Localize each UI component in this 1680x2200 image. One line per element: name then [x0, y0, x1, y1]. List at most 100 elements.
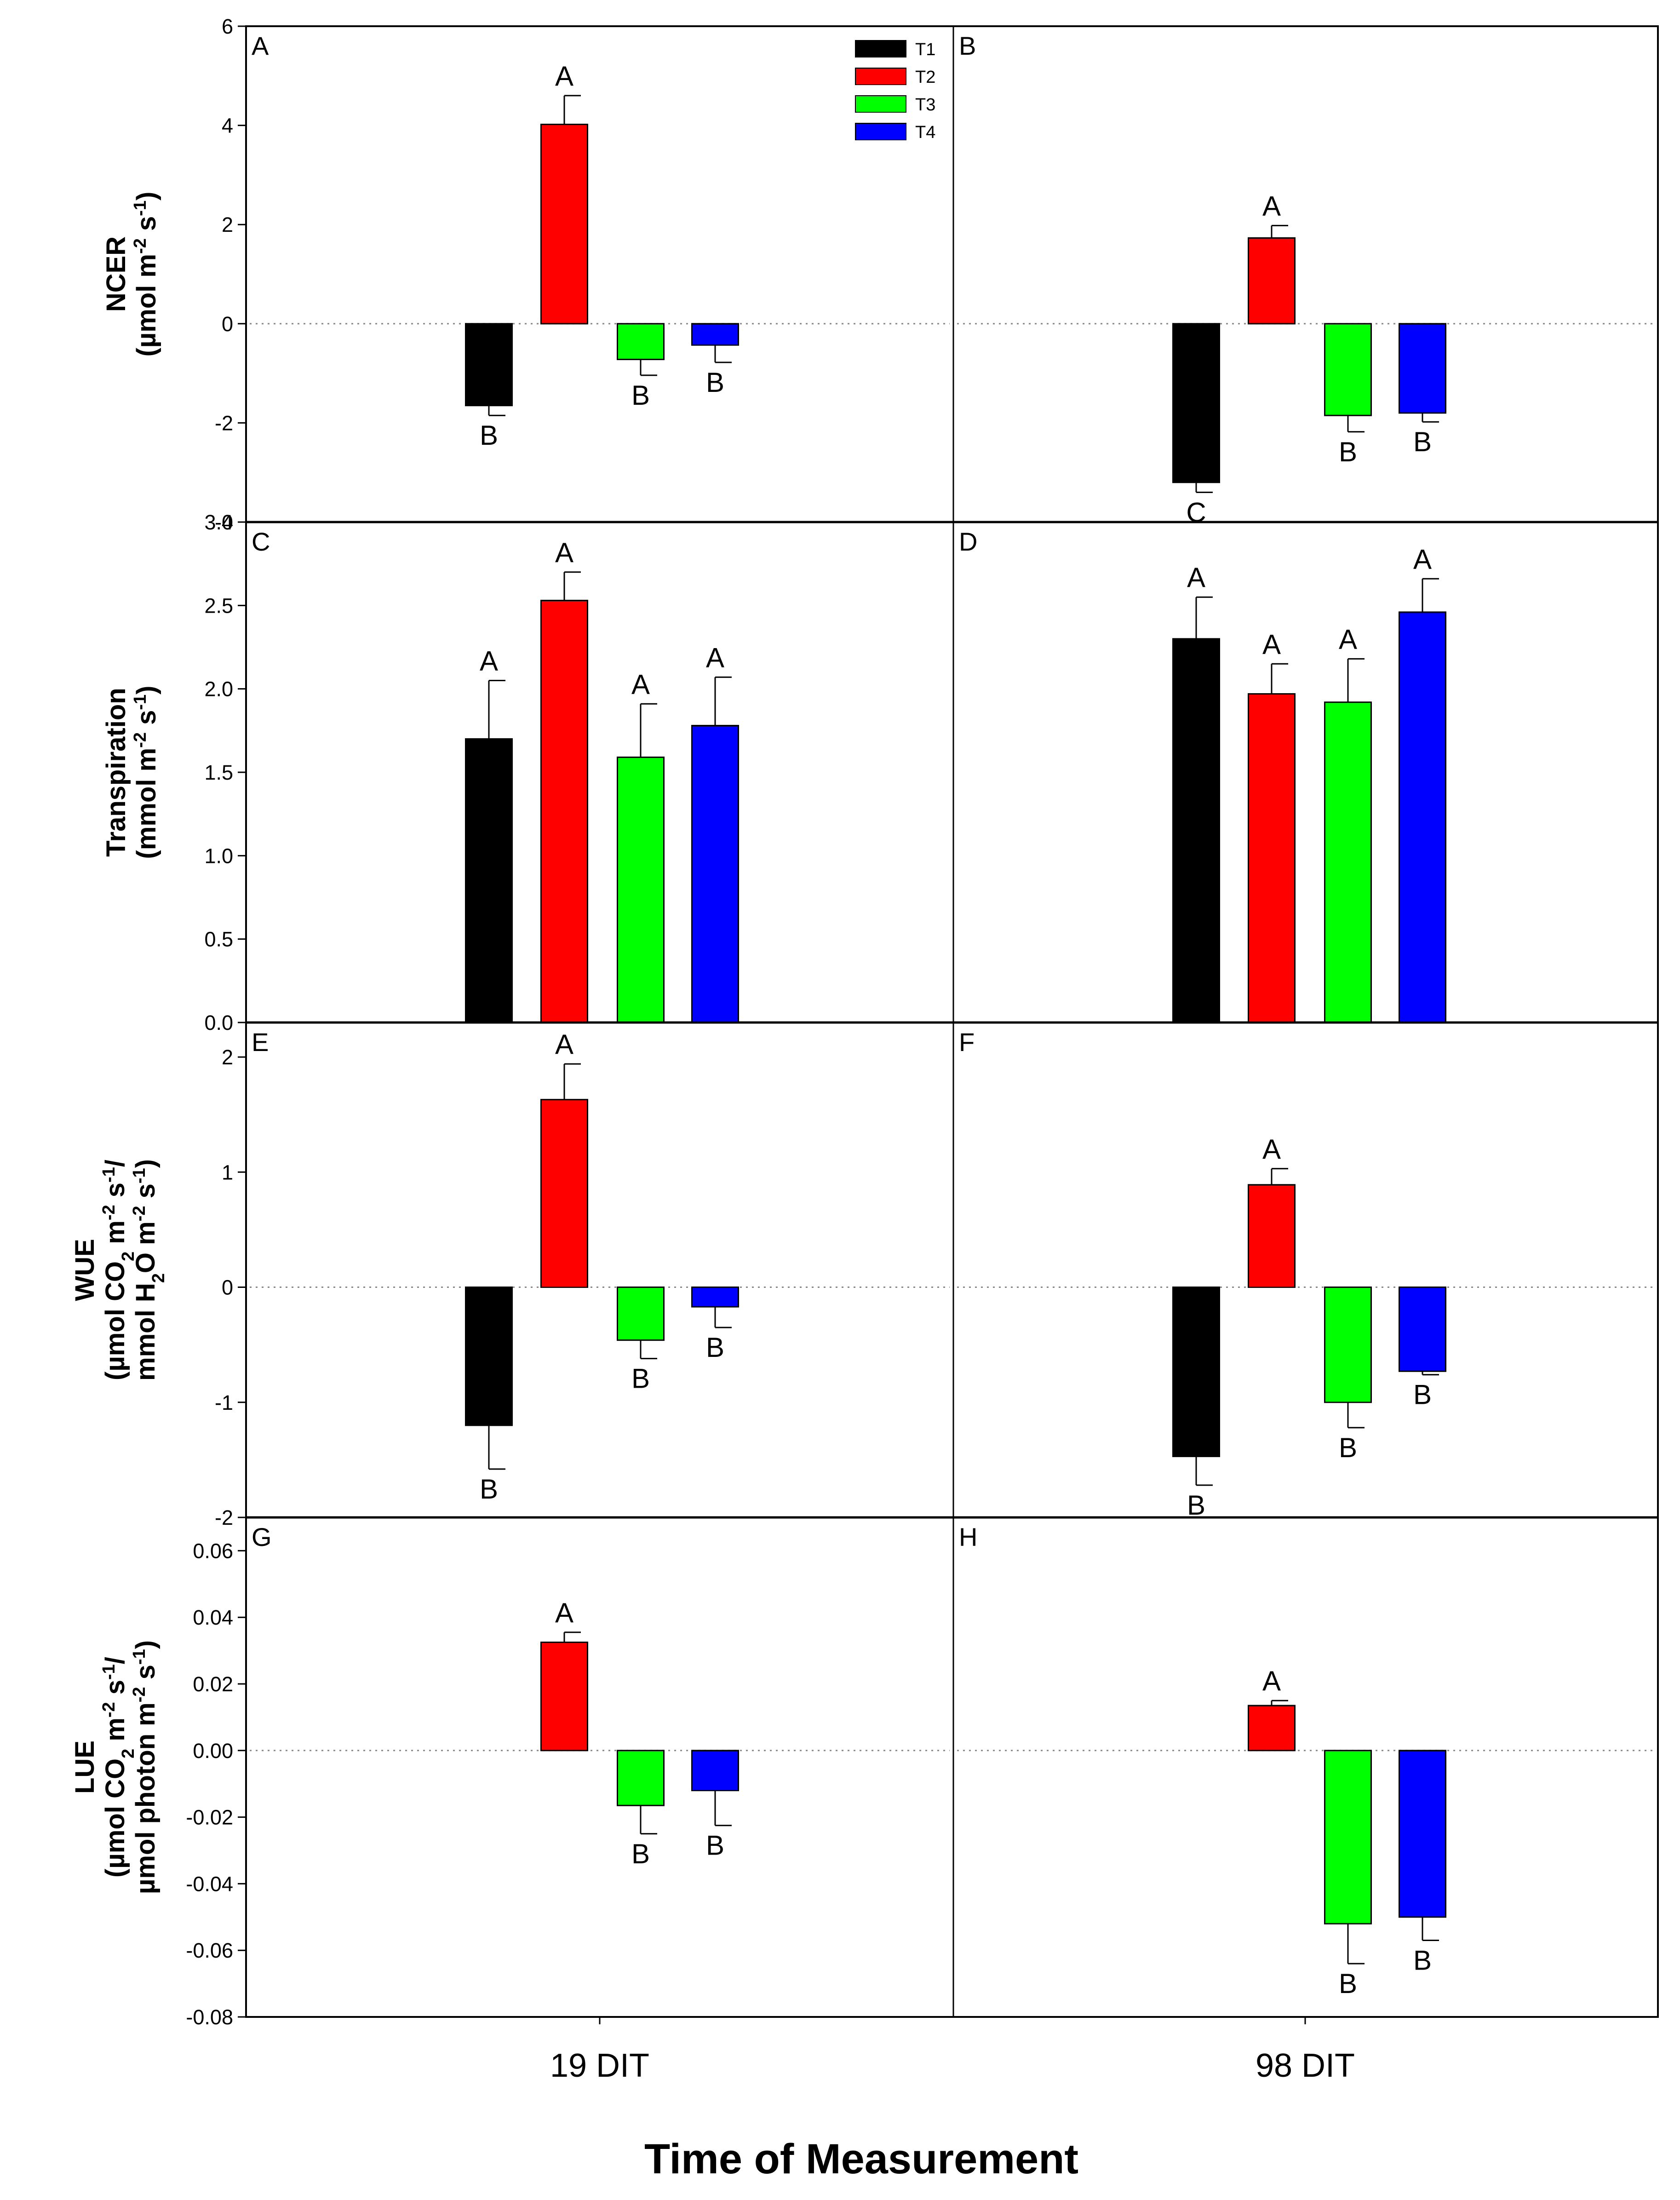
bar-h-t4: [1399, 1750, 1446, 1918]
y-tick-label: 0.0: [204, 1011, 233, 1034]
y-axis-label-wue: WUE (µmol CO2 m-2 s-1/mmol H2O m-2 s-1): [70, 1159, 168, 1381]
y-tick-label: 1.0: [204, 844, 233, 867]
y-tick-label: 2: [222, 1045, 233, 1069]
y-tick-label: -0.06: [186, 1939, 233, 1962]
bar-f-t4: [1399, 1287, 1446, 1372]
bar-f-t2: [1248, 1184, 1296, 1288]
significance-label: B: [631, 1838, 650, 1869]
bar-b-t4: [1399, 323, 1446, 414]
bar-e-t3: [617, 1287, 665, 1341]
panel-letter-b: B: [959, 31, 976, 60]
bar-h-t2: [1248, 1705, 1296, 1752]
bar-e-t4: [691, 1287, 739, 1308]
y-tick-label: 0.5: [204, 928, 233, 951]
y-tick-label: -0.02: [186, 1806, 233, 1829]
y-tick-label: 0: [222, 312, 233, 336]
bar-e-t2: [540, 1099, 588, 1288]
y-axis-label-lue: LUE (µmol CO2 m-2 s-1/µmol photon m-2 s-1…: [70, 1640, 161, 1894]
y-axis-label-line: NCER: [101, 236, 131, 312]
y-axis-label-line: (µmol CO2 m-2 s-1/: [99, 1657, 138, 1878]
y-tick-label: 0.06: [193, 1539, 233, 1562]
y-tick-label: 6: [222, 15, 233, 38]
y-axis-label-transpiration: Transpiration (mmol m-2 s-1): [101, 686, 161, 859]
panel-letter-f: F: [959, 1028, 975, 1057]
panel-letter-g: G: [252, 1522, 272, 1551]
y-tick-label: 1: [222, 1160, 233, 1184]
significance-label: A: [1262, 629, 1281, 660]
y-tick-label: -2: [215, 1506, 233, 1529]
y-tick-label: -0.04: [186, 1872, 233, 1896]
y-tick-label: 2: [222, 213, 233, 236]
y-tick-label: 1.5: [204, 761, 233, 784]
significance-label: B: [1339, 1968, 1357, 1999]
significance-label: B: [1339, 1432, 1357, 1463]
bar-a-t4: [691, 323, 739, 346]
legend-swatch-t2: [855, 68, 906, 85]
significance-label: A: [631, 669, 650, 700]
bar-c-t4: [691, 724, 739, 1023]
legend-label-t1: T1: [915, 40, 935, 59]
panel-letter-e: E: [252, 1028, 269, 1057]
significance-label: B: [706, 1830, 724, 1861]
significance-label: A: [555, 1029, 573, 1060]
y-tick-label: 0: [222, 1276, 233, 1299]
legend-label-t2: T2: [915, 68, 935, 87]
bar-d-t4: [1399, 611, 1446, 1023]
significance-label: A: [1262, 190, 1281, 221]
y-tick-label: 0.00: [193, 1739, 233, 1763]
legend: T1 T2 T3 T4: [855, 40, 935, 142]
y-tick-label: -4: [215, 511, 233, 534]
bar-a-t2: [540, 123, 588, 325]
significance-label: B: [480, 1474, 498, 1505]
significance-label: A: [480, 646, 498, 677]
legend-label-t3: T3: [915, 95, 935, 115]
y-axis-label-line: LUE: [70, 1740, 100, 1794]
x-axis-title: Time of Measurement: [644, 2136, 1078, 2183]
y-tick-label: 0.04: [193, 1606, 233, 1629]
y-axis-label-line: µmol photon m-2 s-1): [130, 1640, 161, 1894]
bar-f-t3: [1324, 1287, 1372, 1403]
panel-letter-c: C: [252, 527, 270, 556]
panel-letter-h: H: [959, 1522, 977, 1551]
significance-label: B: [1339, 437, 1357, 467]
bar-b-t3: [1324, 323, 1372, 416]
significance-label: A: [1413, 544, 1432, 574]
y-tick-label: -0.08: [186, 2005, 233, 2029]
bar-f-t1: [1172, 1287, 1220, 1457]
y-axis-label-ncer: NCER (µmol m-2 s-1): [101, 192, 161, 357]
significance-label: B: [706, 1332, 724, 1363]
legend-swatch-t3: [855, 95, 906, 113]
y-tick-label: -2: [215, 411, 233, 435]
significance-label: A: [555, 61, 573, 92]
bar-g-t3: [617, 1750, 665, 1806]
bar-a-t3: [617, 323, 665, 360]
significance-label: B: [1413, 1945, 1432, 1976]
y-tick-label: 0.02: [193, 1672, 233, 1696]
plot-frame: [245, 25, 1659, 2018]
y-axis-label-line: WUE: [70, 1239, 100, 1301]
significance-label: A: [555, 537, 573, 568]
bar-b-t2: [1248, 237, 1296, 325]
legend-swatch-t1: [855, 40, 906, 57]
bar-c-t1: [465, 738, 513, 1023]
significance-label: A: [1187, 562, 1205, 593]
significance-label: B: [706, 367, 724, 398]
bar-c-t3: [617, 756, 665, 1023]
bar-c-t2: [540, 599, 588, 1023]
bar-d-t3: [1324, 701, 1372, 1023]
y-axis-label-line: (µmol CO2 m-2 s-1/: [99, 1160, 138, 1380]
significance-label: B: [1413, 426, 1432, 457]
significance-label: B: [631, 380, 650, 411]
y-tick-label: 3.0: [204, 511, 233, 534]
y-tick-label: 2.5: [204, 594, 233, 617]
y-axis-label-line: (µmol m-2 s-1): [131, 192, 161, 357]
legend-label-t4: T4: [915, 123, 935, 142]
bar-a-t1: [465, 323, 513, 407]
x-category-label: 19 DIT: [550, 2047, 649, 2084]
bar-g-t4: [691, 1750, 739, 1792]
y-tick-label: 4: [222, 114, 233, 138]
bar-d-t1: [1172, 638, 1220, 1023]
legend-swatch-t4: [855, 123, 906, 140]
significance-label: A: [1339, 624, 1357, 655]
